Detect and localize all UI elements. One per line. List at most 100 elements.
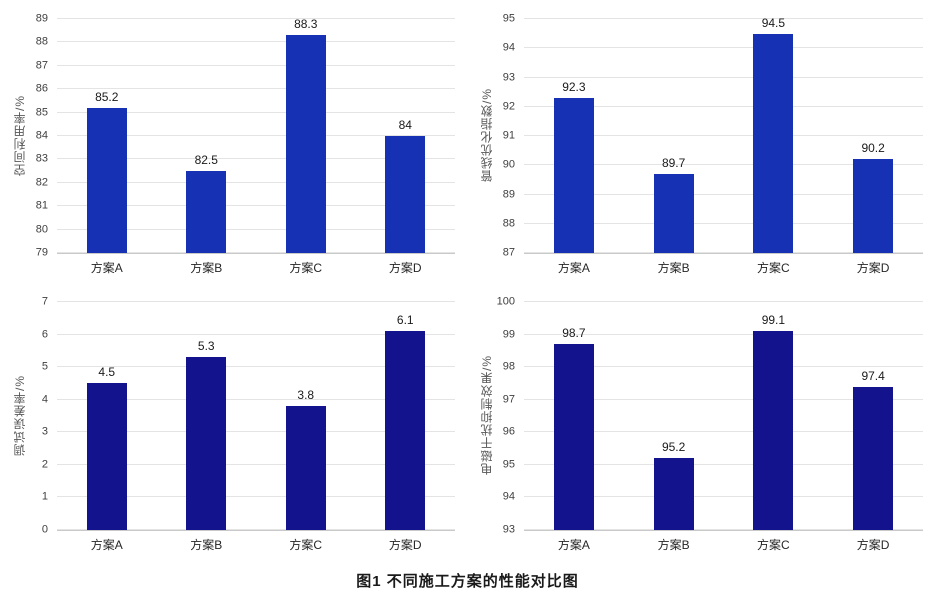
y-tick-label: 2: [41, 458, 48, 471]
x-category-label: 方案B: [657, 538, 690, 552]
y-axis-title: 空间利用率/%: [12, 94, 27, 176]
y-tick-label: 7: [41, 295, 48, 308]
x-category-label: 方案D: [388, 538, 422, 552]
bar-方案C: [753, 33, 794, 253]
bar-方案D: [853, 386, 894, 530]
gridline: [57, 181, 455, 183]
y-axis-title-wrap: 空间利用率/%: [8, 17, 30, 254]
gridline: [524, 18, 923, 19]
x-category-label: 方案C: [757, 538, 790, 552]
bar-value-label: 85.2: [95, 89, 119, 104]
gridline: [57, 529, 455, 530]
y-tick-label: 89: [35, 12, 48, 25]
x-category-label: 方案A: [90, 261, 123, 275]
y-tick-label: 85: [35, 106, 48, 119]
y-tick-label: 96: [502, 425, 515, 438]
x-category-label: 方案A: [90, 538, 123, 552]
gridline: [57, 88, 455, 90]
gridline: [57, 111, 455, 113]
y-axis-title-wrap: 电磁干扰抑制效果/%: [475, 300, 497, 531]
y-axis-title: 调试误差率/%: [12, 374, 27, 456]
y-tick-label: 94: [502, 41, 515, 54]
bar-方案B: [653, 458, 694, 530]
y-axis-title-wrap: 调试误差率/%: [8, 300, 30, 531]
x-category-label: 方案C: [757, 261, 790, 275]
gridline: [524, 301, 923, 302]
y-tick-label: 98: [502, 360, 515, 373]
y-tick-label: 94: [502, 490, 515, 503]
gridline: [57, 158, 455, 160]
y-tick-label: 4: [41, 393, 48, 406]
x-category-label: 方案C: [289, 538, 323, 552]
bar-value-label: 88.3: [294, 17, 318, 32]
bar-value-label: 3.8: [297, 388, 315, 403]
x-category-label: 方案A: [557, 261, 590, 275]
bar-value-label: 82.5: [194, 153, 218, 168]
y-tick-label: 6: [41, 328, 48, 341]
bar-方案C: [753, 331, 794, 530]
gridline: [57, 463, 455, 465]
chart-debug-error-rate: 调试误差率/% 0 1 2 3 4 5 6 7 4.5 方案A 5.3 方案B 3.8 方案C 6.1 方案D: [0, 288, 467, 565]
gridline: [57, 64, 455, 66]
y-axis-title-wrap: 管线优化指数/%: [475, 17, 497, 254]
bar-value-label: 99.1: [761, 313, 786, 328]
bar-方案D: [853, 159, 894, 253]
bar-value-label: 5.3: [197, 339, 215, 354]
gridline: [524, 529, 923, 530]
gridline: [524, 431, 923, 433]
x-category-label: 方案B: [190, 261, 223, 275]
y-tick-label: 0: [41, 523, 48, 536]
x-category-label: 方案D: [856, 261, 890, 275]
bar-value-label: 89.7: [661, 156, 686, 171]
bar-方案A: [553, 344, 594, 530]
bar-value-label: 94.5: [761, 15, 786, 30]
bar-方案A: [86, 107, 127, 253]
bar-方案C: [285, 406, 326, 530]
plot-area: 93 94 95 96 97 98 99 100 98.7 方案A 95.2 方案B 99.1 方案C 97…: [497, 296, 923, 551]
bar-方案C: [285, 35, 326, 253]
y-tick-label: 86: [35, 82, 48, 95]
bar-value-label: 97.4: [861, 368, 885, 383]
gridline: [524, 252, 923, 253]
y-tick-label: 93: [502, 523, 515, 536]
gridline: [57, 228, 455, 230]
gridline: [524, 463, 923, 465]
gridline: [524, 164, 923, 166]
gridline: [57, 135, 455, 136]
bar-value-label: 95.2: [661, 440, 686, 455]
bar-方案A: [86, 383, 127, 530]
gridline: [57, 252, 455, 253]
gridline: [524, 135, 923, 136]
charts-grid: 空间利用率/% 79 80 81 82 83 84 85 86 87 88 89 85.2 方案A 82.…: [0, 5, 935, 565]
bar-方案A: [553, 97, 594, 253]
x-category-label: 方案C: [289, 261, 323, 275]
gridline: [57, 398, 455, 400]
gridline: [57, 41, 455, 43]
y-tick-label: 80: [35, 223, 48, 236]
chart-pipeline-optimization: 管线优化指数/% 87 88 89 90 91 92 93 94 95 92.3 方案A 89.7 方案…: [467, 5, 935, 288]
gridline: [57, 496, 455, 498]
gridline: [524, 366, 923, 368]
bar-value-label: 6.1: [396, 313, 414, 328]
y-tick-label: 84: [35, 129, 48, 142]
y-tick-label: 90: [502, 158, 515, 171]
y-tick-label: 89: [502, 188, 515, 200]
y-tick-label: 95: [502, 458, 515, 471]
gridline: [524, 398, 923, 400]
gridline: [57, 333, 455, 335]
y-axis-title: 电磁干扰抑制效果/%: [479, 355, 494, 476]
y-tick-label: 83: [35, 152, 48, 165]
y-tick-label: 95: [502, 12, 515, 25]
y-tick-label: 88: [35, 35, 48, 48]
gridline: [57, 205, 455, 207]
y-tick-label: 87: [502, 246, 515, 259]
y-tick-label: 99: [502, 328, 515, 341]
y-tick-label: 81: [35, 199, 48, 212]
bar-方案B: [186, 357, 227, 530]
y-tick-label: 88: [502, 217, 515, 230]
y-tick-label: 5: [41, 360, 48, 373]
plot-area: 0 1 2 3 4 5 6 7 4.5 方案A 5.3 方案B 3.8 方案C 6.1 方案D: [42, 296, 455, 551]
gridline: [524, 105, 923, 107]
bar-value-label: 4.5: [98, 365, 116, 380]
gridline: [57, 18, 455, 19]
